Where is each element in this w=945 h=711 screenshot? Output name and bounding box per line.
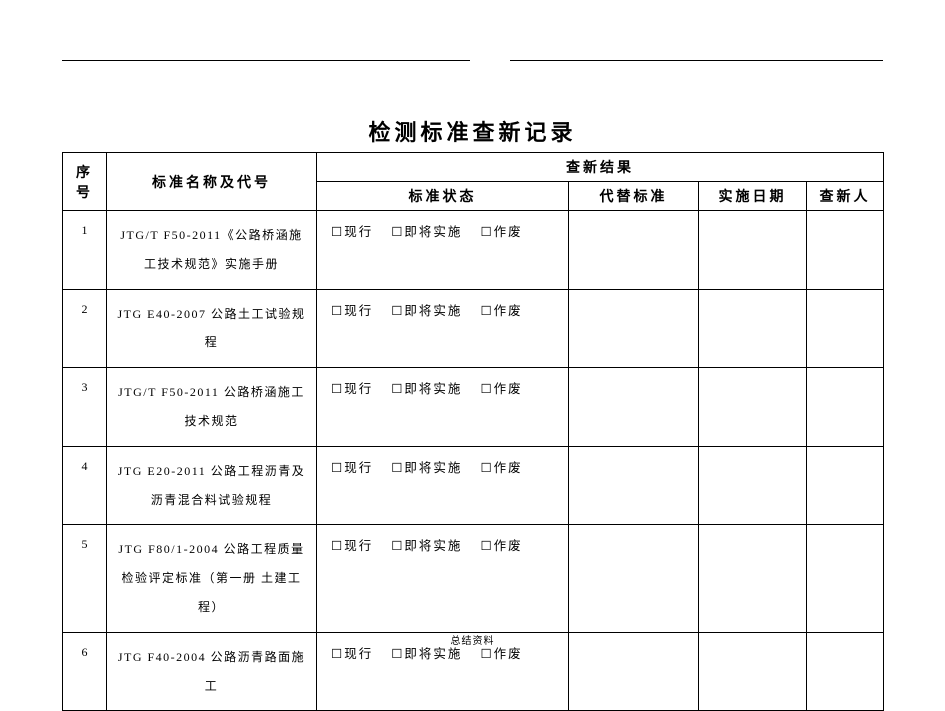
state-option-b[interactable]: ☐即将实施 [391,457,462,476]
th-replace: 代替标准 [569,182,699,211]
cell-state: ☐现行 ☐即将实施 ☐作废 [317,289,569,368]
cell-person [807,525,884,632]
cell-state: ☐现行 ☐即将实施 ☐作废 [317,525,569,632]
th-date: 实施日期 [699,182,807,211]
cell-date [699,289,807,368]
state-option-a[interactable]: ☐现行 [331,300,373,319]
state-option-b[interactable]: ☐即将实施 [391,221,462,240]
state-option-b[interactable]: ☐即将实施 [391,535,462,554]
state-option-b[interactable]: ☐即将实施 [391,378,462,397]
state-option-c[interactable]: ☐作废 [480,300,522,319]
cell-seq: 3 [63,368,107,447]
th-state: 标准状态 [317,182,569,211]
cell-name: JTG E20-2011 公路工程沥青及沥青混合料试验规程 [107,446,317,525]
cell-date [699,211,807,290]
records-table: 序号 标准名称及代号 查新结果 标准状态 代替标准 实施日期 查新人 1JTG/… [62,152,884,711]
cell-name: JTG E40-2007 公路土工试验规程 [107,289,317,368]
footer-text: 总结资料 [0,632,945,647]
cell-date [699,446,807,525]
table-row: 3JTG/T F50-2011 公路桥涵施工技术规范 ☐现行 ☐即将实施 ☐作废 [63,368,884,447]
table-row: 1JTG/T F50-2011《公路桥涵施工技术规范》实施手册☐现行☐即将实施☐… [63,211,884,290]
cell-name: JTG/T F50-2011 公路桥涵施工技术规范 [107,368,317,447]
cell-replace [569,289,699,368]
header-row-1: 序号 标准名称及代号 查新结果 [63,153,884,182]
th-seq: 序号 [63,153,107,211]
cell-name: JTG/T F50-2011《公路桥涵施工技术规范》实施手册 [107,211,317,290]
th-person: 查新人 [807,182,884,211]
cell-replace [569,368,699,447]
cell-replace [569,525,699,632]
table-row: 4JTG E20-2011 公路工程沥青及沥青混合料试验规程 ☐现行 ☐即将实施 ☐作… [63,446,884,525]
th-result-group: 查新结果 [317,153,884,182]
cell-seq: 5 [63,525,107,632]
th-name: 标准名称及代号 [107,153,317,211]
cell-person [807,289,884,368]
state-option-c[interactable]: ☐作废 [480,221,522,240]
state-option-a[interactable]: ☐现行 [331,378,373,397]
cell-date [699,368,807,447]
cell-replace [569,446,699,525]
cell-state: ☐现行 ☐即将实施 ☐作废 [317,211,569,290]
state-option-c[interactable]: ☐作废 [480,378,522,397]
cell-person [807,446,884,525]
state-option-b[interactable]: ☐即将实施 [391,300,462,319]
state-option-a[interactable]: ☐现行 [331,457,373,476]
state-option-c[interactable]: ☐作废 [480,457,522,476]
state-option-a[interactable]: ☐现行 [331,535,373,554]
header-rule-gap [470,56,510,64]
table-row: 2JTG E40-2007 公路土工试验规程 ☐现行 ☐即将实施 ☐作废 [63,289,884,368]
cell-replace [569,211,699,290]
cell-state: ☐现行 ☐即将实施 ☐作废 [317,446,569,525]
cell-person [807,211,884,290]
cell-seq: 1 [63,211,107,290]
cell-state: ☐现行 ☐即将实施 ☐作废 [317,368,569,447]
cell-seq: 2 [63,289,107,368]
table-row: 5JTG F80/1-2004 公路工程质量检验评定标准（第一册 土建工程）☐现… [63,525,884,632]
state-option-c[interactable]: ☐作废 [480,535,522,554]
page-title: 检测标准查新记录 [0,115,945,147]
cell-date [699,525,807,632]
cell-person [807,368,884,447]
cell-seq: 4 [63,446,107,525]
state-option-a[interactable]: ☐现行 [331,221,373,240]
cell-name: JTG F80/1-2004 公路工程质量检验评定标准（第一册 土建工程） [107,525,317,632]
